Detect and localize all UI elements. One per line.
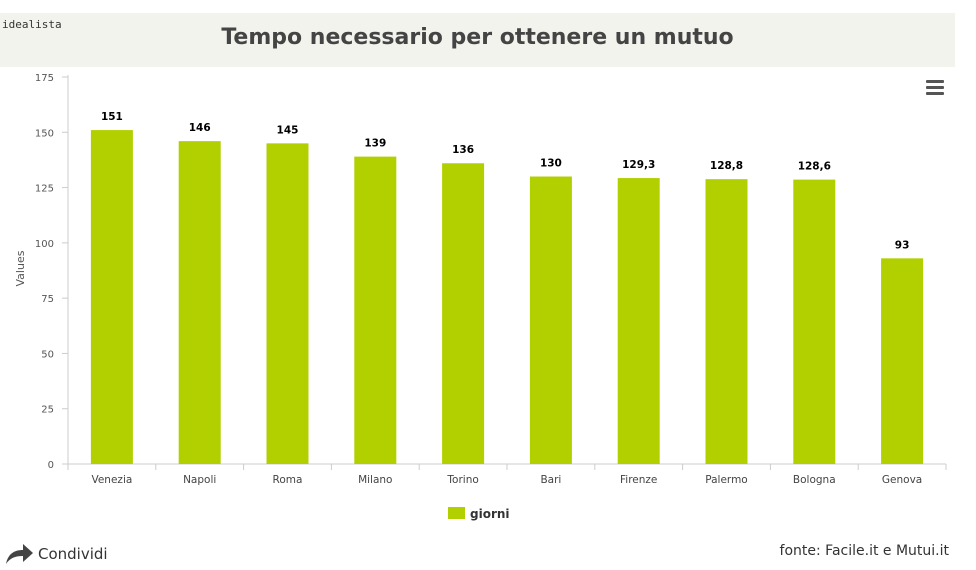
data-label: 129,3 xyxy=(622,159,655,171)
data-label: 136 xyxy=(452,144,474,156)
x-tick-label: Napoli xyxy=(183,474,216,486)
data-label: 146 xyxy=(189,122,211,134)
source-note: fonte: Facile.it e Mutui.it xyxy=(779,543,949,559)
hamburger-menu-icon[interactable] xyxy=(926,80,944,96)
y-tick-label: 100 xyxy=(35,239,54,250)
share-arrow-icon xyxy=(6,544,33,564)
bar-torino xyxy=(442,163,485,464)
y-tick-label: 125 xyxy=(35,184,54,195)
x-tick-label: Bari xyxy=(540,474,561,486)
data-label: 130 xyxy=(540,158,562,170)
data-label: 145 xyxy=(277,124,299,136)
y-tick-label: 25 xyxy=(41,405,54,416)
bar-chart: 0 25 50 75 100 125 150 175 Values 151 Venezia 146 Na… xyxy=(14,73,947,521)
share-label: Condividi xyxy=(38,545,108,563)
x-tick-label: Torino xyxy=(446,474,478,486)
data-label: 151 xyxy=(101,111,123,123)
bar-bologna xyxy=(793,179,836,464)
y-axis-title: Values xyxy=(14,250,27,286)
bar-firenze xyxy=(617,178,660,464)
legend-swatch xyxy=(448,507,465,519)
x-tick-label: Firenze xyxy=(620,474,657,486)
x-tick-label: Palermo xyxy=(705,474,747,486)
chart-header: idealista Tempo necessario per ottenere … xyxy=(0,13,955,67)
bar-napoli xyxy=(178,141,221,465)
legend-label: giorni xyxy=(470,507,510,521)
bar-venezia xyxy=(90,130,133,464)
x-tick-label: Genova xyxy=(882,474,922,486)
data-label: 139 xyxy=(364,138,386,150)
y-tick-label: 175 xyxy=(35,73,54,84)
data-label: 128,6 xyxy=(798,161,831,173)
brand-logo: idealista xyxy=(2,18,62,31)
y-tick-label: 0 xyxy=(48,460,54,471)
bar-palermo xyxy=(705,179,748,464)
chart-title: Tempo necessario per ottenere un mutuo xyxy=(221,25,734,50)
bar-roma xyxy=(266,143,309,465)
bar-genova xyxy=(881,258,924,464)
x-tick-label: Bologna xyxy=(793,474,836,486)
y-tick-label: 75 xyxy=(41,294,54,305)
share-button[interactable]: Condividi xyxy=(4,543,108,565)
x-tick-label: Venezia xyxy=(91,474,132,486)
y-tick-label: 50 xyxy=(41,349,54,360)
x-tick-label: Roma xyxy=(273,474,303,486)
bar-bari xyxy=(529,176,572,464)
x-tick-label: Milano xyxy=(358,474,392,486)
y-tick-label: 150 xyxy=(35,128,54,139)
data-label: 93 xyxy=(895,239,910,251)
bar-milano xyxy=(354,156,397,464)
data-label: 128,8 xyxy=(710,160,743,172)
